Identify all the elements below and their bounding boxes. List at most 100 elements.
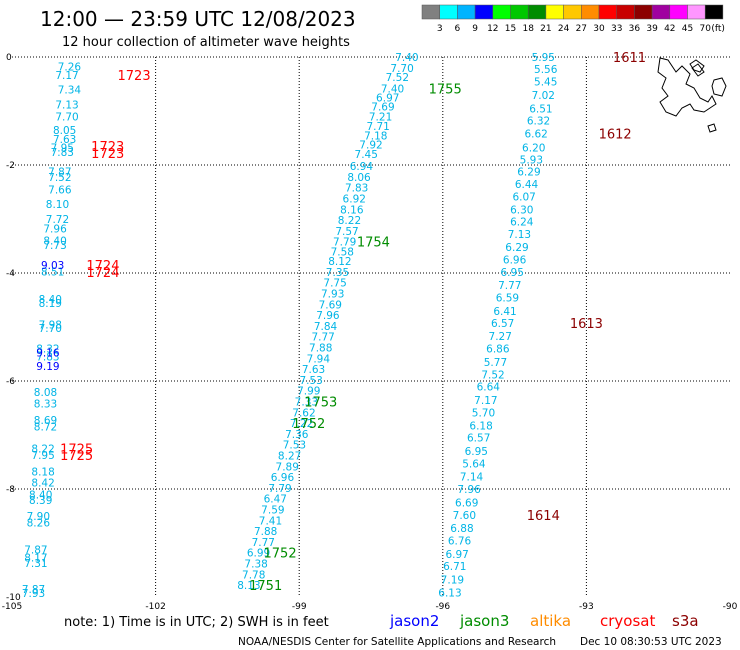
footer-timestamp: Dec 10 08:30:53 UTC 2023 (580, 636, 722, 648)
legend-label: 45 (682, 24, 693, 34)
wave-height-value: 5.45 (534, 76, 557, 88)
wave-height-value: 9.16 (36, 347, 60, 359)
pass-time-label: 1751 (249, 579, 282, 594)
legend-label: 24 (558, 24, 570, 34)
pass-time-label: 1725 (60, 449, 93, 464)
legend-swatch (474, 4, 494, 20)
wave-height-value: 7.60 (453, 510, 476, 522)
wave-height-value: 7.27 (489, 331, 512, 343)
wave-height-value: 8.42 (31, 478, 54, 490)
wave-height-value: 7.45 (355, 149, 378, 161)
wave-height-value: 7.87 (24, 544, 47, 556)
wave-height-value: 7.93 (22, 588, 45, 600)
footer-note: note: 1) Time is in UTC; 2) SWH is in fe… (64, 615, 329, 630)
altimeter-tracks: 7.267.177.347.137.708.057.637.957.837.87… (22, 52, 558, 600)
wave-height-value: 8.39 (29, 495, 52, 507)
satellite-name-s3a: s3a (672, 612, 699, 630)
wave-height-value: 9.19 (36, 361, 59, 373)
wave-height-value: 7.57 (335, 226, 358, 238)
wave-height-value: 7.69 (319, 299, 342, 311)
wave-height-value: 6.96 (271, 472, 295, 484)
wave-height-value: 7.53 (283, 440, 306, 452)
wave-height-value: 6.69 (455, 498, 478, 510)
pass-time-label: 1611 (613, 51, 646, 66)
wave-height-value: 7.70 (39, 323, 62, 335)
pass-time-label: 1724 (86, 259, 119, 274)
island-outline (711, 77, 727, 97)
wave-height-value: 7.79 (268, 483, 291, 495)
legend-swatch (669, 4, 688, 20)
wave-height-value: 8.72 (34, 421, 57, 433)
wave-height-value: 8.32 (36, 344, 59, 356)
lat-tick-label: 0 (6, 53, 12, 63)
wave-height-value: 7.87 (22, 584, 45, 596)
pass-time-label: 1723 (91, 147, 124, 162)
wave-height-value: 7.96 (316, 310, 340, 322)
lat-tick-label: -8 (6, 485, 15, 495)
wave-height-value: 6.59 (496, 292, 519, 304)
wave-height-value: 7.59 (261, 505, 284, 517)
wave-height-value: 7.17 (474, 395, 497, 407)
map-grid: -105 -102 -99 -96 -93 -90 0 -2 -4 -6 -8 -10 (2, 53, 738, 612)
lon-tick-label: -99 (292, 602, 307, 612)
wave-height-value: 8.26 (27, 517, 51, 529)
wave-height-value: 7.52 (386, 72, 409, 84)
wave-height-value: 6.96 (503, 255, 527, 267)
wave-height-value: 7.75 (323, 278, 346, 290)
wave-height-value: 7.62 (292, 407, 315, 419)
wave-height-value: 8.06 (347, 172, 371, 184)
legend-label: 27 (576, 24, 587, 34)
lat-tick-label: -10 (6, 593, 21, 603)
wave-height-value: 6.99 (247, 548, 270, 560)
lon-tick-label: -105 (2, 602, 22, 612)
wave-height-value: 6.51 (529, 103, 552, 115)
wave-height-value: 8.19 (39, 298, 62, 310)
page-title: 12:00 — 23:59 UTC 12/08/2023 (40, 7, 356, 31)
lat-tick-label: -2 (6, 161, 15, 171)
legend-unit: (ft) (711, 24, 725, 34)
satellite-name-jason3: jason3 (459, 612, 509, 630)
wave-height-value: 7.98 (39, 319, 62, 331)
wave-height-value: 7.72 (46, 214, 69, 226)
pass-time-label: 1723 (91, 140, 124, 155)
legend-label: 21 (540, 24, 551, 34)
pass-time-label: 1614 (527, 509, 560, 524)
wave-height-value: 7.52 (481, 370, 504, 382)
wave-height-value: 7.92 (359, 139, 382, 151)
wave-height-value: 8.16 (340, 204, 364, 216)
wave-height-value: 7.38 (244, 559, 267, 571)
wave-height-value: 6.18 (469, 420, 492, 432)
pass-time-label: 1725 (60, 443, 93, 458)
wave-height-value: 7.73 (43, 240, 66, 252)
wave-height-value: 5.64 (462, 459, 486, 471)
pass-time-label: 1752 (264, 547, 297, 562)
wave-height-value: 7.41 (259, 515, 282, 527)
lon-tick-label: -96 (435, 602, 450, 612)
wave-height-value: 7.53 (299, 375, 322, 387)
lat-tick-label: -4 (6, 269, 15, 279)
legend-label: 6 (455, 24, 461, 34)
wave-height-value: 7.22 (290, 418, 313, 430)
wave-height-value: 7.78 (242, 569, 265, 581)
wave-height-value: 7.93 (321, 289, 344, 301)
wave-height-value: 6.47 (264, 494, 287, 506)
legend-label: 42 (664, 24, 675, 34)
wave-height-value: 8.22 (31, 444, 54, 456)
wave-height-value: 6.41 (493, 306, 516, 318)
wave-height-value: 6.24 (510, 217, 534, 229)
wave-height-value: 6.95 (501, 267, 524, 279)
wave-height-value: 7.33 (295, 397, 318, 409)
wave-height-value: 6.30 (510, 204, 533, 216)
wave-height-value: 7.58 (331, 246, 354, 258)
pass-time-label: 1753 (304, 396, 337, 411)
wave-height-value: 6.64 (477, 381, 501, 393)
wave-height-value: 7.34 (58, 84, 82, 96)
wave-height-value: 7.26 (58, 62, 82, 74)
wave-height-value: 6.07 (512, 191, 535, 203)
wave-height-value: 6.44 (515, 179, 539, 191)
wave-height-value: 6.57 (491, 318, 514, 330)
wave-height-value: 7.77 (311, 332, 334, 344)
satellite-name-jason2: jason2 (389, 612, 439, 630)
wave-height-value: 7.35 (326, 267, 349, 279)
wave-height-value: 6.71 (443, 561, 466, 573)
